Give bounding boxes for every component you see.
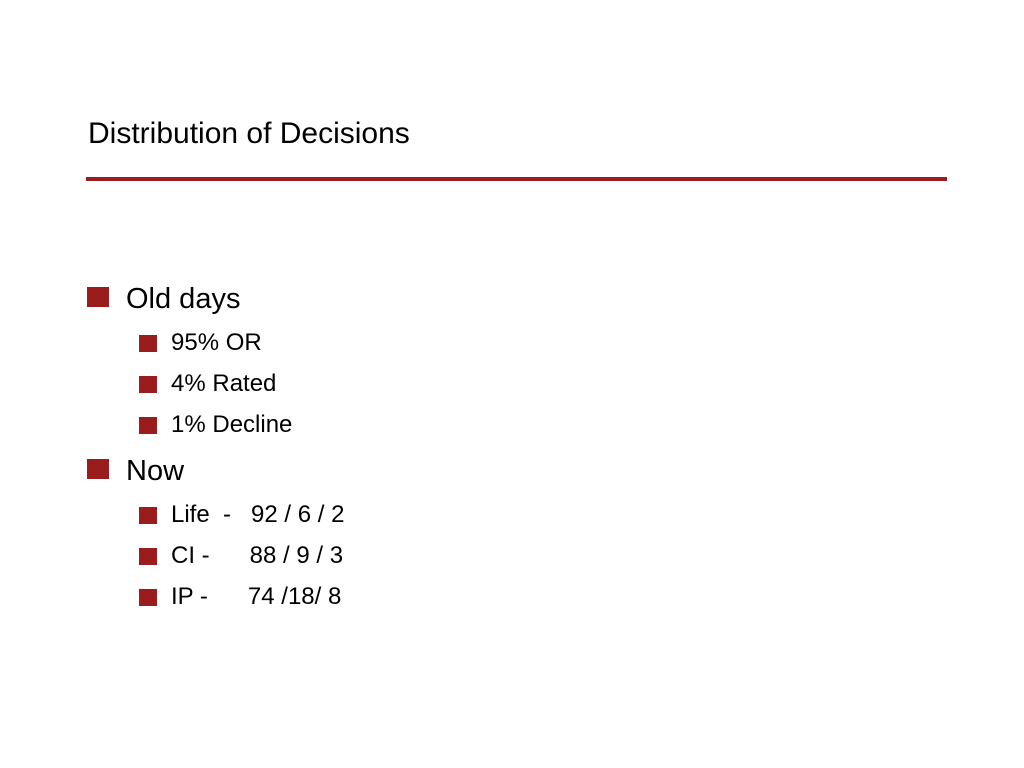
bullet-old-days: Old days xyxy=(87,283,240,428)
sub-bullet-label: 95% OR xyxy=(171,329,262,356)
bullet-square-icon xyxy=(139,417,157,434)
bullet-square-icon xyxy=(139,589,157,606)
bullet-square-icon xyxy=(87,287,109,307)
sub-bullet-ci: CI - 88 / 9 / 3 xyxy=(139,542,343,663)
sub-bullet-life: Life - 92 / 6 / 2 xyxy=(139,501,344,622)
sub-bullet-rated: 4% Rated xyxy=(139,370,276,491)
sub-bullet-label: IP - 74 /18/ 8 xyxy=(171,583,342,610)
sub-bullet-ip: IP - 74 /18/ 8 xyxy=(139,583,341,704)
bullet-square-icon xyxy=(87,459,109,479)
bullet-now: Now xyxy=(87,455,184,600)
sub-bullet-label: 1% Decline xyxy=(171,411,293,438)
bullet-square-icon xyxy=(139,507,157,524)
bullet-square-icon xyxy=(139,335,157,352)
slide-title: Distribution of Decisions xyxy=(88,117,410,150)
bullet-label: Now xyxy=(126,455,185,487)
sub-bullet-or: 95% OR xyxy=(139,329,262,450)
bullet-square-icon xyxy=(139,548,157,565)
sub-bullet-label: 4% Rated xyxy=(171,370,277,397)
bullet-square-icon xyxy=(139,376,157,393)
title-divider xyxy=(86,177,947,181)
bullet-label: Old days xyxy=(126,283,241,315)
sub-bullet-label: CI - 88 / 9 / 3 xyxy=(171,542,344,569)
sub-bullet-decline: 1% Decline xyxy=(139,411,292,532)
sub-bullet-label: Life - 92 / 6 / 2 xyxy=(171,501,345,528)
